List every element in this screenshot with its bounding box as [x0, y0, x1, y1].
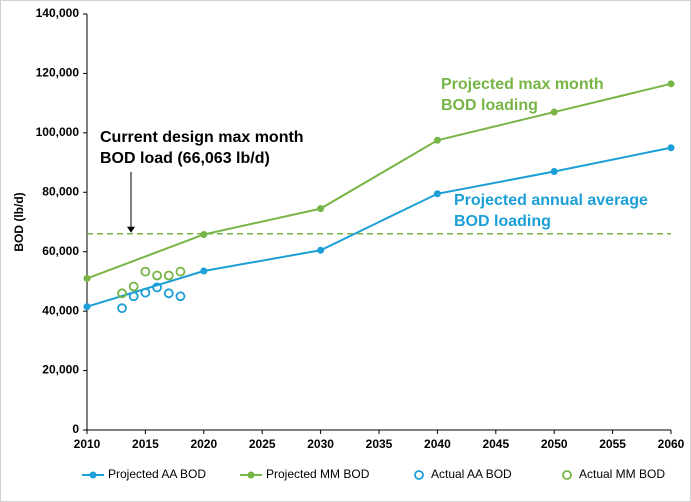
point: [152, 270, 162, 281]
legend-label: Actual AA BOD: [431, 467, 512, 481]
point: [200, 230, 208, 238]
legend-marker: [247, 471, 255, 479]
point: [163, 288, 174, 299]
legend-marker: [89, 471, 97, 479]
x-tick-label: 2055: [599, 437, 626, 451]
point: [667, 144, 675, 152]
annotation: BOD loading: [441, 97, 538, 114]
point: [175, 291, 186, 302]
y-tick-label: 100,000: [36, 125, 80, 139]
x-tick-label: 2025: [249, 437, 276, 451]
annotation: BOD load (66,063 lb/d): [100, 150, 270, 167]
arrow-head: [127, 226, 135, 233]
point: [117, 303, 127, 314]
x-tick-label: 2045: [482, 437, 509, 451]
point: [140, 287, 151, 298]
legend-label: Projected MM BOD: [266, 467, 370, 481]
y-tick-label: 0: [72, 422, 79, 436]
annotation: BOD loading: [454, 213, 551, 230]
legend-label: Projected AA BOD: [108, 467, 206, 481]
point: [128, 281, 139, 292]
point: [140, 266, 151, 277]
annotation: Projected annual average: [454, 192, 648, 209]
point: [433, 190, 441, 198]
point: [83, 274, 91, 282]
y-tick-label: 20,000: [42, 363, 79, 377]
x-tick-label: 2050: [541, 437, 568, 451]
point: [550, 108, 558, 116]
point: [433, 136, 441, 144]
y-tick-label: 80,000: [42, 184, 79, 198]
point: [83, 303, 91, 311]
point: [317, 246, 325, 254]
series-line: [86, 82, 672, 280]
x-tick-label: 2020: [190, 437, 217, 451]
legend-marker: [562, 470, 572, 480]
y-axis-label: BOD (lb/d): [12, 192, 26, 251]
annotation: Projected max month: [441, 76, 604, 93]
x-tick-label: 2040: [424, 437, 451, 451]
legend-label: Actual MM BOD: [579, 467, 665, 481]
point: [117, 288, 127, 299]
point: [317, 205, 325, 213]
y-tick-label: 40,000: [42, 303, 79, 317]
x-tick-label: 2030: [307, 437, 334, 451]
series-line: [86, 146, 672, 308]
y-tick-label: 120,000: [36, 66, 80, 80]
y-tick-label: 140,000: [36, 6, 80, 20]
annotation: Current design max month: [100, 129, 304, 146]
point: [128, 291, 139, 302]
legend-marker: [414, 470, 424, 480]
point: [175, 266, 186, 277]
x-tick-label: 2035: [366, 437, 393, 451]
y-tick-label: 60,000: [42, 244, 79, 258]
point: [667, 80, 675, 88]
x-tick-label: 2010: [74, 437, 101, 451]
x-tick-label: 2015: [132, 437, 159, 451]
point: [550, 167, 558, 175]
point: [200, 267, 208, 275]
point: [163, 270, 174, 281]
x-tick-label: 2060: [658, 437, 685, 451]
point: [152, 282, 162, 293]
